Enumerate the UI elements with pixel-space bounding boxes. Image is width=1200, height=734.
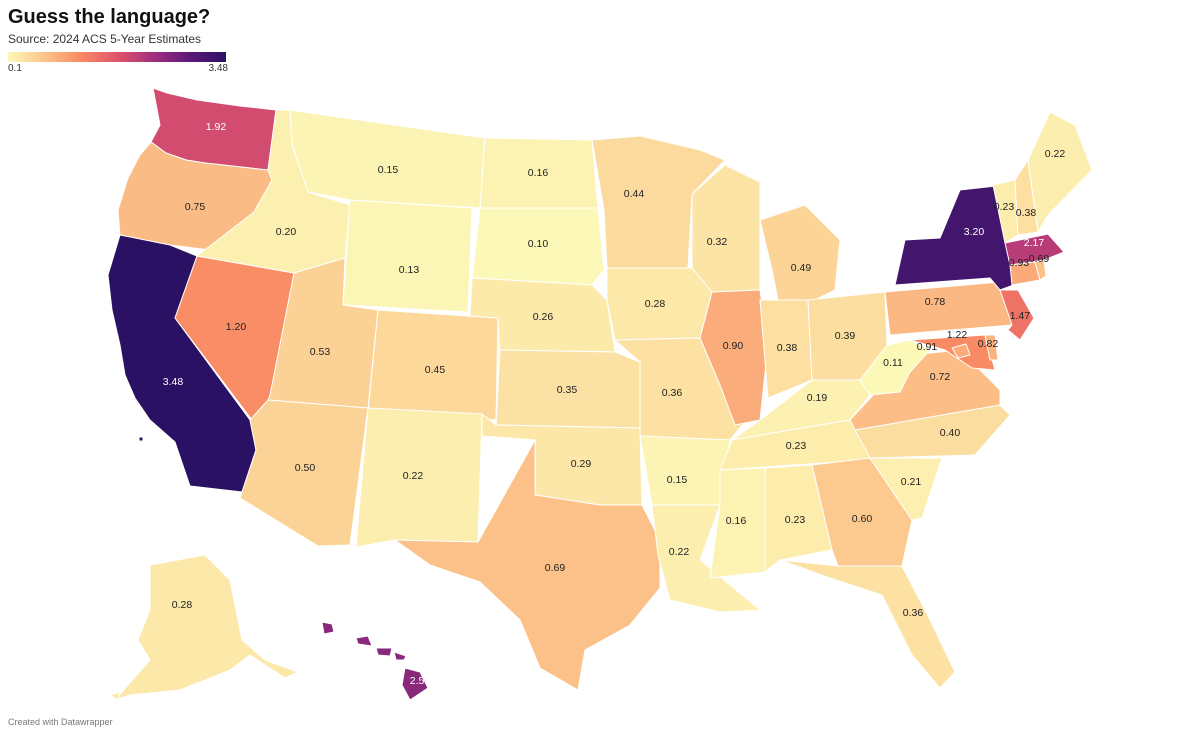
state-value-label-me: 0.22: [1045, 148, 1066, 160]
state-shape-ak-part-1[interactable]: [109, 691, 121, 701]
state-shape-nj[interactable]: [999, 289, 1035, 341]
state-shape-md[interactable]: [909, 334, 996, 371]
state-shape-sd[interactable]: [471, 207, 605, 286]
state-value-label-or: 0.75: [185, 201, 206, 213]
state-shapes: [107, 87, 1093, 701]
state-value-label-ut: 0.53: [310, 346, 331, 358]
state-value-label-al: 0.23: [785, 514, 806, 526]
state-shape-il[interactable]: [699, 289, 769, 426]
state-shape-dc[interactable]: [951, 343, 971, 359]
state-value-label-fl: 0.36: [903, 607, 924, 619]
state-shape-wv[interactable]: [859, 339, 931, 396]
state-value-label-ri: 0.69: [1029, 253, 1050, 265]
state-shape-mt[interactable]: [289, 109, 486, 209]
state-value-label-pa: 0.78: [925, 296, 946, 308]
state-value-label-sc: 0.21: [901, 476, 922, 488]
state-shape-ms[interactable]: [709, 467, 766, 579]
state-value-label-nj: 1.47: [1010, 310, 1031, 322]
state-value-label-ms: 0.16: [726, 515, 747, 527]
state-value-label-wy: 0.13: [399, 264, 420, 276]
state-shape-de[interactable]: [984, 334, 999, 361]
state-shape-ak[interactable]: [114, 554, 299, 701]
chart-subtitle: Source: 2024 ACS 5-Year Estimates: [8, 32, 201, 46]
state-value-label-nd: 0.16: [528, 167, 549, 179]
legend-min-label: 0.1: [8, 63, 22, 74]
state-shape-hi-part-2[interactable]: [355, 635, 373, 647]
state-value-label-tx: 0.69: [545, 562, 566, 574]
state-value-label-id: 0.20: [276, 226, 297, 238]
state-value-label-de: 0.82: [978, 338, 999, 350]
state-value-label-nh: 0.38: [1016, 207, 1037, 219]
state-value-label-az: 0.50: [295, 462, 316, 474]
state-value-label-ks: 0.35: [557, 384, 578, 396]
state-shape-az[interactable]: [239, 399, 369, 547]
state-value-label-ia: 0.28: [645, 298, 666, 310]
state-shape-pa[interactable]: [884, 281, 1013, 336]
chart-title: Guess the language?: [8, 6, 211, 28]
state-shape-hi-part-3[interactable]: [375, 647, 393, 657]
state-value-label-mo: 0.36: [662, 387, 683, 399]
state-value-label-sd: 0.10: [528, 238, 549, 250]
credit-footer: Created with Datawrapper: [8, 717, 113, 727]
state-value-label-in: 0.38: [777, 342, 798, 354]
state-shape-ma[interactable]: [1004, 233, 1065, 266]
state-value-label-vt: 0.23: [994, 201, 1015, 213]
state-value-label-nc: 0.40: [940, 427, 961, 439]
state-shape-la[interactable]: [651, 504, 761, 613]
state-value-label-md: 1.22: [947, 329, 968, 341]
state-shape-wy[interactable]: [342, 199, 473, 313]
legend-max-label: 3.48: [208, 63, 228, 74]
state-shape-fl[interactable]: [779, 559, 956, 689]
state-value-label-mn: 0.44: [624, 188, 645, 200]
state-value-label-ny: 3.20: [964, 226, 985, 238]
state-value-label-dc: 0.91: [917, 341, 938, 353]
state-value-label-la: 0.22: [669, 546, 690, 558]
state-value-label-il: 0.90: [723, 340, 744, 352]
state-value-label-wa: 1.92: [206, 121, 227, 133]
state-value-label-oh: 0.39: [835, 330, 856, 342]
state-value-label-ct: 0.93: [1009, 257, 1030, 269]
state-value-label-wi: 0.32: [707, 236, 728, 248]
legend-gradient-bar: [8, 52, 226, 62]
color-legend: 0.1 3.48: [8, 52, 228, 76]
state-value-label-wv: 0.11: [883, 357, 903, 369]
state-value-label-ky: 0.19: [807, 392, 828, 404]
state-value-label-hi: 2.55: [410, 675, 431, 687]
state-value-label-co: 0.45: [425, 364, 446, 376]
state-value-label-nm: 0.22: [403, 470, 424, 482]
state-shape-al[interactable]: [764, 464, 833, 573]
state-value-label-ar: 0.15: [667, 474, 688, 486]
state-shape-hi-part-1[interactable]: [321, 621, 335, 635]
state-value-labels: 1.92 0.75 3.48 1.20 0.20 0.15 0.13 0.53 0.50 0.45…: [163, 121, 1066, 687]
state-shape-tx[interactable]: [394, 439, 661, 691]
state-value-label-va: 0.72: [930, 371, 951, 383]
state-value-label-ca: 3.48: [163, 376, 184, 388]
state-value-label-nv: 1.20: [226, 321, 247, 333]
state-shape-me[interactable]: [1027, 111, 1093, 233]
state-value-label-ga: 0.60: [852, 513, 873, 525]
state-value-label-mi: 0.49: [791, 262, 812, 274]
state-value-label-ak: 0.28: [172, 599, 193, 611]
state-value-label-tn: 0.23: [786, 440, 807, 452]
state-value-label-ok: 0.29: [571, 458, 592, 470]
state-value-label-ma: 2.17: [1024, 237, 1045, 249]
state-shape-sc[interactable]: [869, 457, 943, 521]
state-shape-hi[interactable]: [401, 667, 429, 701]
state-shape-ca-part-1[interactable]: [138, 436, 144, 442]
state-shape-hi-part-4[interactable]: [393, 651, 407, 661]
state-value-label-mt: 0.15: [378, 164, 399, 176]
state-value-label-ne: 0.26: [533, 311, 554, 323]
state-shape-mi[interactable]: [759, 204, 841, 301]
